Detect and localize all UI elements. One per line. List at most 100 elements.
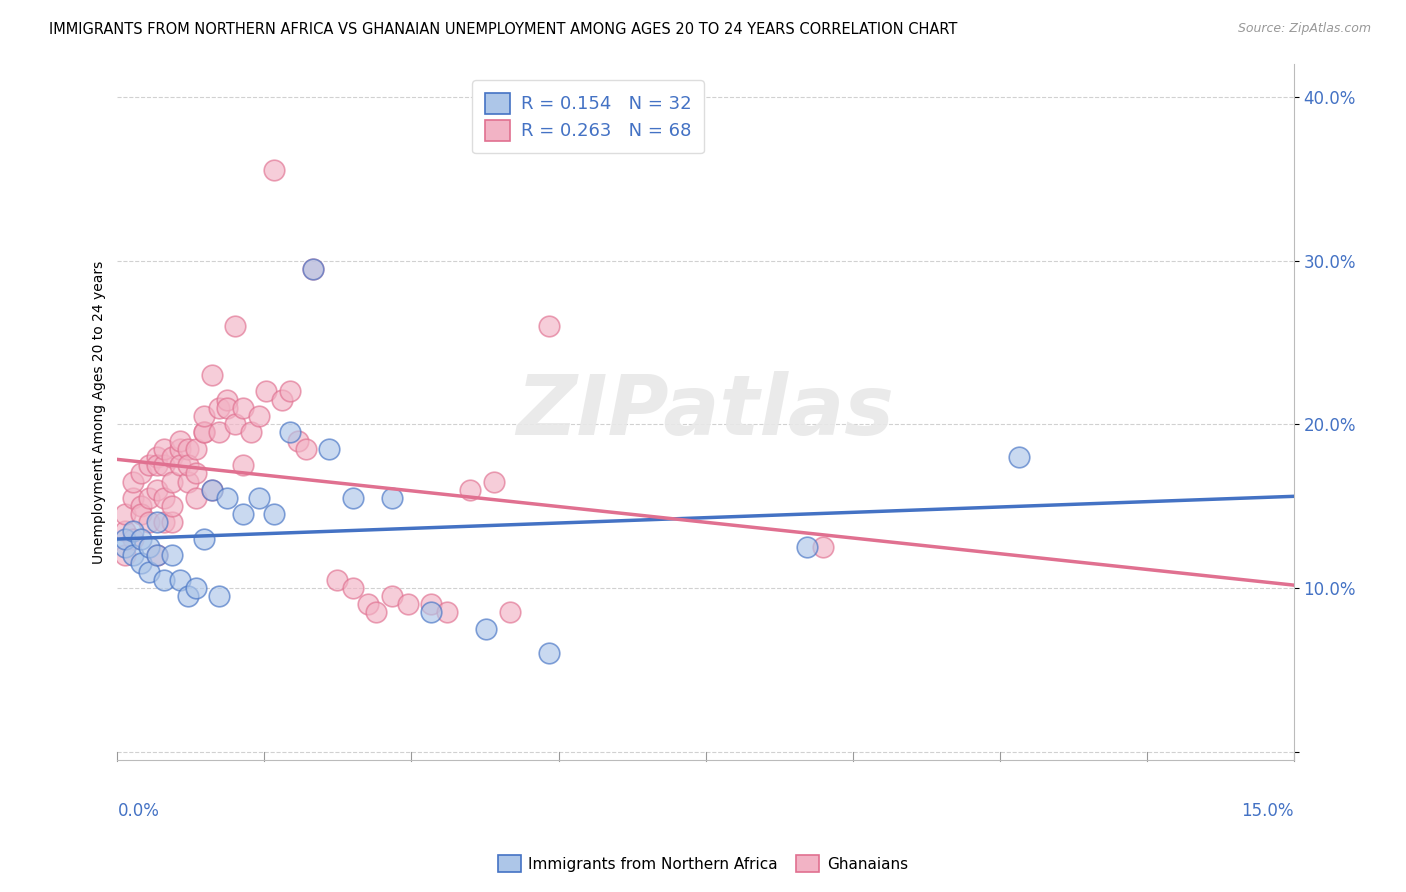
Point xyxy=(114,532,136,546)
Point xyxy=(114,548,136,562)
Point xyxy=(193,409,215,423)
Point xyxy=(162,548,184,562)
Point xyxy=(420,606,443,620)
Point xyxy=(224,417,246,432)
Point xyxy=(247,409,270,423)
Point xyxy=(169,434,191,448)
Text: ZIPatlas: ZIPatlas xyxy=(516,371,894,452)
Text: 15.0%: 15.0% xyxy=(1241,802,1294,820)
Point xyxy=(254,384,277,399)
Point xyxy=(318,442,340,456)
Point xyxy=(537,318,560,333)
Point xyxy=(122,524,145,538)
Point xyxy=(436,606,458,620)
Point xyxy=(294,442,316,456)
Point xyxy=(287,434,309,448)
Point xyxy=(169,442,191,456)
Point xyxy=(145,450,167,464)
Point xyxy=(153,516,176,530)
Point xyxy=(811,540,834,554)
Point xyxy=(145,483,167,497)
Point xyxy=(122,475,145,489)
Point xyxy=(138,458,160,472)
Point xyxy=(177,589,200,603)
Y-axis label: Unemployment Among Ages 20 to 24 years: Unemployment Among Ages 20 to 24 years xyxy=(93,260,107,564)
Point xyxy=(153,442,176,456)
Point xyxy=(366,606,388,620)
Text: 0.0%: 0.0% xyxy=(118,802,159,820)
Point xyxy=(208,589,231,603)
Point xyxy=(169,573,191,587)
Legend: R = 0.154   N = 32, R = 0.263   N = 68: R = 0.154 N = 32, R = 0.263 N = 68 xyxy=(472,80,704,153)
Point xyxy=(224,318,246,333)
Point xyxy=(200,483,222,497)
Point xyxy=(145,548,167,562)
Point xyxy=(381,589,404,603)
Point xyxy=(1008,450,1031,464)
Point xyxy=(193,532,215,546)
Point xyxy=(263,163,285,178)
Point xyxy=(177,442,200,456)
Point xyxy=(232,508,254,522)
Point xyxy=(184,581,207,595)
Point xyxy=(184,442,207,456)
Point xyxy=(153,491,176,505)
Point xyxy=(122,548,145,562)
Point xyxy=(138,516,160,530)
Point xyxy=(193,425,215,440)
Point xyxy=(138,491,160,505)
Point xyxy=(114,524,136,538)
Point xyxy=(184,467,207,481)
Point xyxy=(475,622,498,636)
Text: Source: ZipAtlas.com: Source: ZipAtlas.com xyxy=(1237,22,1371,36)
Point xyxy=(162,499,184,513)
Point xyxy=(162,450,184,464)
Point xyxy=(271,392,294,407)
Point xyxy=(193,425,215,440)
Point xyxy=(239,425,262,440)
Point xyxy=(114,540,136,554)
Point xyxy=(208,401,231,415)
Point xyxy=(381,491,404,505)
Point xyxy=(458,483,481,497)
Point xyxy=(177,458,200,472)
Point xyxy=(247,491,270,505)
Point xyxy=(177,475,200,489)
Point xyxy=(162,516,184,530)
Point xyxy=(153,458,176,472)
Point xyxy=(114,508,136,522)
Legend: Immigrants from Northern Africa, Ghanaians: Immigrants from Northern Africa, Ghanaia… xyxy=(491,847,915,880)
Point xyxy=(162,475,184,489)
Point xyxy=(200,368,222,383)
Point xyxy=(537,647,560,661)
Point xyxy=(217,491,239,505)
Point xyxy=(208,425,231,440)
Point xyxy=(145,458,167,472)
Point xyxy=(357,597,380,611)
Point xyxy=(129,532,152,546)
Point xyxy=(278,384,301,399)
Point xyxy=(145,548,167,562)
Point xyxy=(122,532,145,546)
Point xyxy=(482,475,505,489)
Point xyxy=(200,483,222,497)
Point xyxy=(796,540,818,554)
Point xyxy=(302,261,325,276)
Point xyxy=(263,508,285,522)
Point xyxy=(396,597,419,611)
Point xyxy=(232,401,254,415)
Point xyxy=(138,540,160,554)
Point xyxy=(129,508,152,522)
Point xyxy=(498,606,520,620)
Point xyxy=(129,467,152,481)
Point xyxy=(122,491,145,505)
Point xyxy=(129,499,152,513)
Point xyxy=(138,565,160,579)
Point xyxy=(302,261,325,276)
Point xyxy=(342,491,364,505)
Point xyxy=(232,458,254,472)
Text: IMMIGRANTS FROM NORTHERN AFRICA VS GHANAIAN UNEMPLOYMENT AMONG AGES 20 TO 24 YEA: IMMIGRANTS FROM NORTHERN AFRICA VS GHANA… xyxy=(49,22,957,37)
Point xyxy=(326,573,349,587)
Point xyxy=(184,491,207,505)
Point xyxy=(129,557,152,571)
